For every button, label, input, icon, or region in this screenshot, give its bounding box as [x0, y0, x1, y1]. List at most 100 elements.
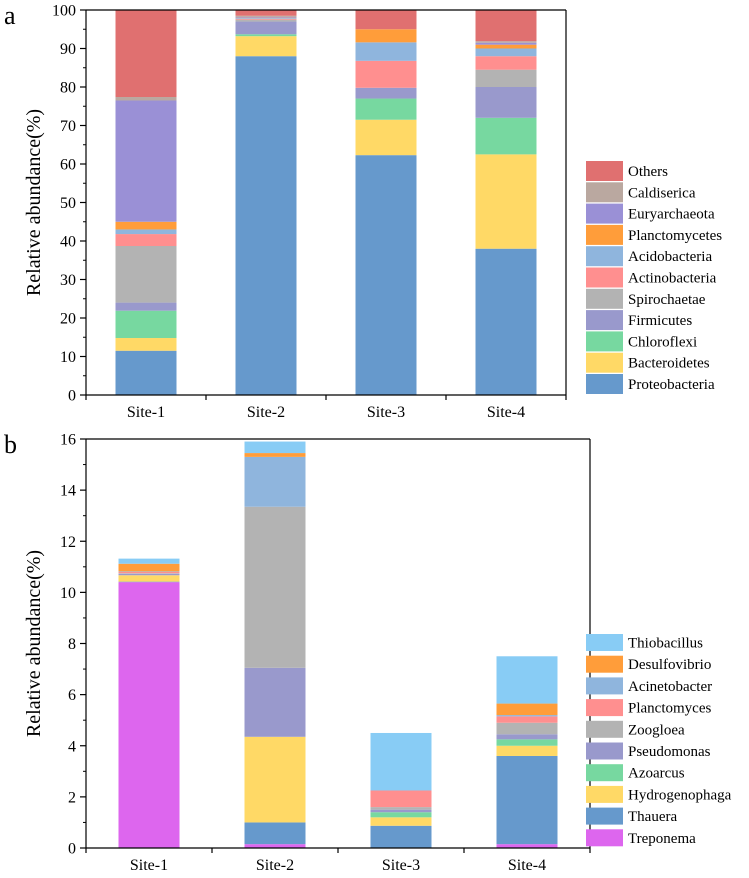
panel-b-legend-swatch-acinetobacter: [586, 677, 623, 695]
panel-a-legend-swatch-proteobacteria: [586, 374, 623, 394]
panel-b-legend-swatch-thauera: [586, 807, 623, 825]
panel-a-bar-site-1-acidobacteria: [115, 229, 177, 235]
panel-a-bar-site-1-firmicutes: [115, 302, 177, 311]
panel-b-bar-site-2-hydrogenophaga: [244, 736, 306, 823]
panel-a-bar-site-4-bacteroidetes: [475, 154, 537, 249]
panel-b-bar-site-3-azoarcus: [370, 812, 432, 818]
panel-b-bar-site-4-pseudomonas: [496, 734, 558, 740]
panel-b-ytick-label: 6: [68, 687, 76, 704]
panel-b-ytick-label: 8: [68, 636, 76, 653]
panel-a-bar-site-1-chloroflexi: [115, 310, 177, 339]
panel-a-bar-site-2-bacteroidetes: [235, 36, 297, 57]
panel-b-bar-site-3-thauera: [370, 825, 432, 848]
panel-a-legend-label-bacteroidetes: Bacteroidetes: [628, 356, 710, 372]
panel-b-bar-site-2-zoogloea: [244, 506, 306, 668]
panel-a-bar-site-3-acidobacteria: [355, 42, 417, 61]
panel-b-bar-site-4-azoarcus: [496, 739, 558, 746]
panel-a-legend-swatch-firmicutes: [586, 310, 623, 331]
panel-a-ytick-label: 0: [68, 388, 76, 405]
panel-a-legend-swatch-chloroflexi: [586, 331, 623, 352]
panel-b-legend-label-azoarcus: Azoarcus: [628, 766, 685, 782]
panel-a-legend-label-firmicutes: Firmicutes: [628, 313, 692, 329]
panel-b-ytick-label: 0: [68, 841, 76, 858]
panel-a-legend-swatch-actinobacteria: [586, 267, 623, 288]
panel-b-legend-label-treponema: Treponema: [628, 831, 696, 847]
panel-b-legend-swatch-thiobacillus: [586, 634, 623, 651]
panel-b-bar-site-1-hydrogenophaga: [118, 575, 180, 582]
panel-b-ytick-label: 12: [60, 534, 76, 551]
panel-a-ytick-label: 40: [60, 234, 76, 251]
panel-a-legend-label-spirochaetae: Spirochaetae: [628, 292, 706, 308]
panel-a-bar-site-1-caldiserica: [115, 97, 177, 101]
panel-a-bar-site-4-chloroflexi: [475, 117, 537, 155]
panel-b-bar-site-3-pseudomonas: [370, 809, 432, 813]
panel-a-legend-label-planctomycetes: Planctomycetes: [628, 228, 722, 244]
panel-a-bar-site-1-euryarchaeota: [115, 100, 177, 222]
panel-a-xtick-label-site-2: Site-2: [247, 404, 285, 421]
panel-a-legend-label-others: Others: [628, 164, 668, 180]
panel-b-ytick-label: 10: [60, 585, 76, 602]
panel-b-legend-swatch-zoogloea: [586, 720, 623, 738]
panel-a-bar-site-4-others: [475, 10, 537, 42]
panel-a-ytick-label: 90: [60, 41, 76, 58]
panel-b-bar-site-2-thauera: [244, 822, 306, 845]
panel-b-legend-label-hydrogenophaga: Hydrogenophaga: [628, 787, 732, 803]
panel-a-bar-site-2-others: [235, 10, 297, 16]
panel-a-bar-site-3-bacteroidetes: [355, 119, 417, 156]
panel-b-bar-site-4-acinetobacter: [496, 715, 558, 717]
panel-b-bar-site-1-desulfovibrio: [118, 563, 180, 572]
panel-b-bar-site-3-thiobacillus: [370, 732, 432, 791]
panel-a-legend-swatch-acidobacteria: [586, 246, 623, 267]
panel-b-legend-swatch-pseudomonas: [586, 742, 623, 760]
panel-a-bar-site-4-firmicutes: [475, 87, 537, 118]
panel-a-bar-site-1-others: [115, 10, 177, 98]
panel-b-legend: Thiobacillus Desulfovibrio Acinetobacter Pl…: [586, 634, 732, 847]
panel-b-bar-site-1-thauera: [118, 581, 180, 583]
panel-a-bar-site-4-spirochaetae: [475, 69, 537, 87]
panel-a-legend-label-caldiserica: Caldiserica: [628, 185, 696, 201]
panel-b-legend-label-acinetobacter: Acinetobacter: [628, 679, 712, 695]
panel-a-bar-site-4-euryarchaeota: [475, 42, 537, 45]
panel-b-bar-site-3-zoogloea: [370, 807, 432, 810]
panel-a-legend-swatch-bacteroidetes: [586, 352, 623, 373]
panel-b-bar-site-1-zoogloea: [118, 573, 180, 574]
panel-b-ytick-label: 4: [68, 738, 76, 755]
panel-b-legend-swatch-treponema: [586, 829, 623, 847]
panel-a-bar-site-4-caldiserica: [475, 41, 537, 43]
panel-b-xtick-label-site-4: Site-4: [508, 857, 546, 874]
panel-a-xtick-label-site-3: Site-3: [367, 404, 405, 421]
panel-a-letter: a: [4, 1, 16, 30]
panel-a-bar-site-4-planctomycetes: [475, 44, 537, 49]
panel-a-bar-site-1-spirochaetae: [115, 246, 177, 303]
panel-a-bar-site-3-chloroflexi: [355, 98, 417, 120]
panel-a-bar-site-2-spirochaetae: [235, 19, 297, 22]
panel-a-legend-swatch-caldiserica: [586, 182, 623, 203]
panel-a-bar-site-2-firmicutes: [235, 21, 297, 35]
panel-b-bar-site-3-hydrogenophaga: [370, 817, 432, 826]
panel-a-ytick-label: 20: [60, 311, 76, 328]
panel-a-bar-site-3-planctomycetes: [355, 29, 417, 43]
panel-b-bar-site-4-hydrogenophaga: [496, 745, 558, 756]
panel-a-bar-site-4-acidobacteria: [475, 48, 537, 57]
panel-b-bar-site-4-thauera: [496, 755, 558, 845]
panel-a-legend-swatch-spirochaetae: [586, 288, 623, 309]
panel-b-bar-site-4-treponema: [496, 844, 558, 848]
panel-b-xtick-label-site-3: Site-3: [382, 857, 420, 874]
panel-b-bar-site-4-desulfovibrio: [496, 703, 558, 716]
panel-b-xtick-label-site-1: Site-1: [130, 857, 168, 874]
panel-b-legend-label-desulfovibrio: Desulfovibrio: [628, 657, 711, 673]
panel-a-bar-site-4-actinobacteria: [475, 56, 537, 70]
panel-b-ytick-label: 16: [60, 432, 76, 449]
panel-b-legend-swatch-planctomyces: [586, 699, 623, 717]
panel-b-legend-swatch-azoarcus: [586, 764, 623, 782]
panel-a-chart: a 0 10 20 30 40 50 60 70 80 90 100 Site-1 Site-2 Site-…: [4, 1, 722, 421]
panel-a-ytick-label: 50: [60, 195, 76, 212]
panel-a-bar-site-4-proteobacteria: [475, 248, 537, 395]
panel-b-bar-site-1-planctomyces: [118, 571, 180, 574]
panel-b-ytick-label: 14: [60, 483, 76, 500]
panel-a-legend-label-proteobacteria: Proteobacteria: [628, 377, 715, 393]
panel-a-xtick-label-site-4: Site-4: [487, 404, 525, 421]
panel-b-xtick-label-site-2: Site-2: [256, 857, 294, 874]
panel-a-legend-swatch-euryarchaeota: [586, 203, 623, 224]
